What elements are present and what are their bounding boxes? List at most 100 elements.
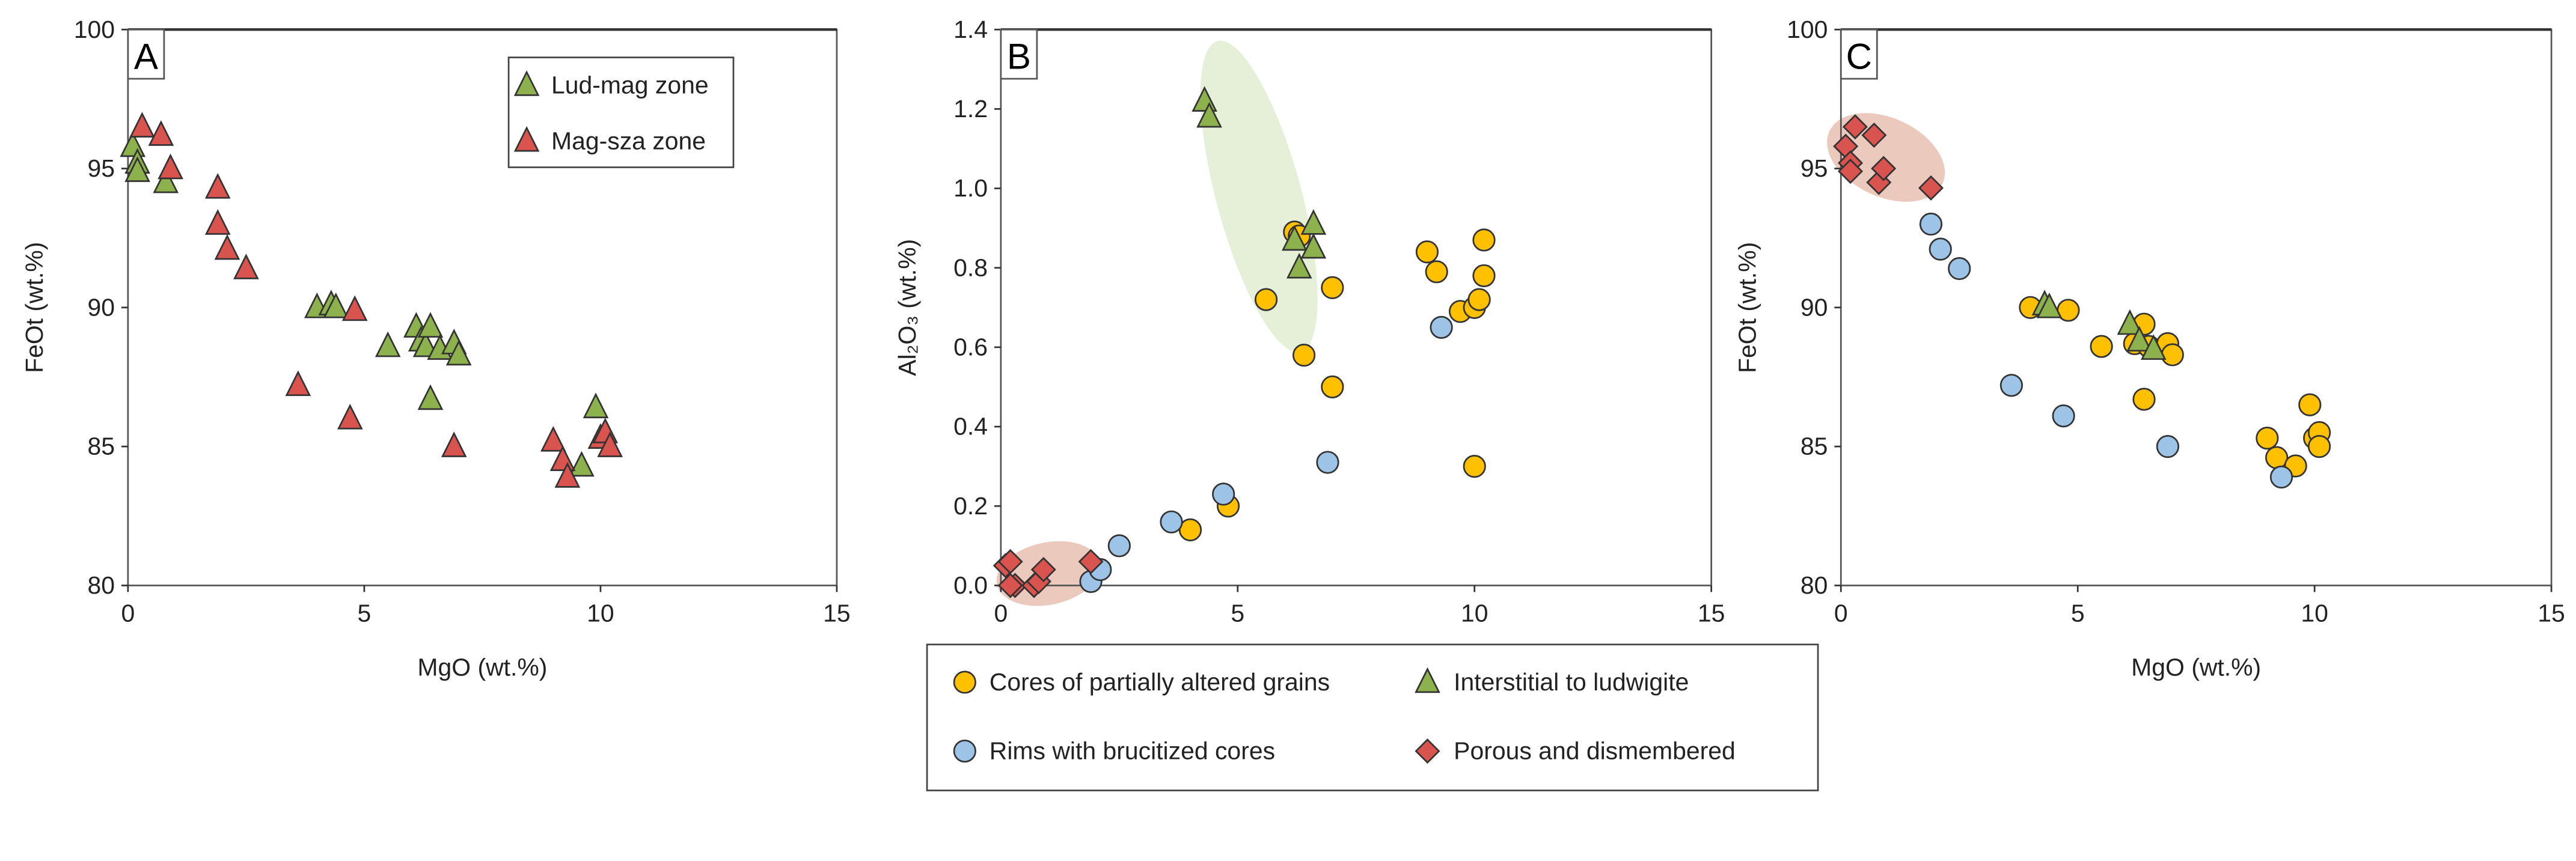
x-tick-label: 15 <box>1698 599 1725 627</box>
point-cores-of-partially-altered-grains <box>2161 343 2184 367</box>
point-mag-sza-zone <box>441 431 467 457</box>
point-porous-and-dismembered <box>1861 122 1887 148</box>
point-cores-of-partially-altered-grains <box>2307 435 2331 458</box>
point-cores-of-partially-altered-grains <box>2256 427 2279 450</box>
point-porous-and-dismembered <box>1871 156 1897 181</box>
point-mag-sza-zone <box>554 462 581 488</box>
porous-field <box>1827 113 1945 202</box>
point-mag-sza-zone <box>204 172 231 199</box>
point-lud-mag-zone <box>417 312 444 338</box>
panel-B: 0.00.20.40.60.81.01.21.4051015MgO (wt.%)… <box>893 16 1725 681</box>
point-mag-sza-zone <box>204 209 231 235</box>
point-lud-mag-zone <box>323 292 349 318</box>
point-cores-of-partially-altered-grains <box>1472 264 1496 288</box>
point-cores-of-partially-altered-grains <box>1472 228 1496 252</box>
legend-interstitial-label: Interstitial to ludwigite <box>1454 668 1689 696</box>
point-mag-sza-zone <box>285 370 311 397</box>
legend-porous-label: Porous and dismembered <box>1454 737 1736 765</box>
point-mag-sza-zone <box>233 254 259 279</box>
y-tick-label: 90 <box>88 293 115 321</box>
legend-interstitial-marker <box>1415 667 1440 693</box>
panel-letter: A <box>134 37 158 77</box>
y-tick-label: 95 <box>88 154 115 182</box>
point-cores-of-partially-altered-grains <box>1321 375 1344 399</box>
x-axis-title: MgO (wt.%) <box>417 654 547 681</box>
point-mag-sza-zone <box>129 112 155 138</box>
y-tick-label: 0.4 <box>953 413 988 440</box>
panel-letter-box <box>127 28 165 80</box>
point-interstitial-to-ludwigite <box>2140 334 2167 360</box>
x-tick-label: 15 <box>823 599 851 627</box>
x-tick-label: 10 <box>587 599 614 627</box>
point-porous-and-dismembered <box>1030 556 1056 583</box>
x-tick-label: 0 <box>1834 599 1848 627</box>
point-rims-with-brucitized-cores <box>1999 374 2024 397</box>
y-tick-label: 1.0 <box>953 174 988 202</box>
point-cores-of-partially-altered-grains <box>1463 455 1486 478</box>
point-rims-with-brucitized-cores <box>1160 510 1183 534</box>
y-tick-label: 85 <box>1800 433 1828 460</box>
legend-cores-marker <box>953 671 976 694</box>
y-tick-label: 95 <box>1800 154 1828 182</box>
point-mag-sza-zone <box>597 431 623 457</box>
point-porous-and-dismembered <box>1918 175 1944 201</box>
point-interstitial-to-ludwigite <box>2117 309 2143 335</box>
legend-rims-marker <box>953 739 976 763</box>
y-tick-label: 0.8 <box>953 254 988 281</box>
point-mag-sza-zone <box>214 234 240 260</box>
point-rims-with-brucitized-cores <box>1107 534 1131 558</box>
x-tick-label: 10 <box>1461 599 1488 627</box>
point-interstitial-to-ludwigite <box>1282 225 1308 251</box>
point-rims-with-brucitized-cores <box>1919 212 1943 236</box>
y-tick-label: 80 <box>1800 571 1828 599</box>
point-cores-of-partially-altered-grains <box>1292 344 1316 367</box>
point-interstitial-to-ludwigite <box>1300 233 1327 259</box>
legend-label: Mag-sza zone <box>551 127 706 154</box>
point-cores-of-partially-altered-grains <box>1425 260 1448 284</box>
point-rims-with-brucitized-cores <box>1430 315 1453 339</box>
y-axis-title: Al₂O₃ (wt.%) <box>893 239 921 376</box>
y-tick-label: 0.2 <box>953 492 988 520</box>
point-lud-mag-zone <box>375 331 401 357</box>
y-tick-label: 100 <box>1787 16 1828 43</box>
legend-marker-mag_sza <box>513 126 540 152</box>
y-tick-label: 1.2 <box>953 95 988 123</box>
legend-cores-label: Cores of partially altered grains <box>990 668 1330 696</box>
point-cores-of-partially-altered-grains <box>1415 240 1439 264</box>
point-lud-mag-zone <box>412 331 439 357</box>
plot-frame <box>1000 28 1713 586</box>
legend-label: Lud-mag zone <box>551 71 709 99</box>
point-rims-with-brucitized-cores <box>1948 257 1971 281</box>
y-tick-label: 85 <box>88 433 115 460</box>
legend-porous-marker <box>1415 738 1440 764</box>
point-rims-with-brucitized-cores <box>1929 237 1952 261</box>
x-axis-title: MgO (wt.%) <box>2131 654 2261 681</box>
panel-letter: B <box>1007 37 1031 77</box>
point-cores-of-partially-altered-grains <box>1178 518 1202 542</box>
point-rims-with-brucitized-cores <box>2156 435 2180 458</box>
point-cores-of-partially-altered-grains <box>1321 276 1344 299</box>
x-tick-label: 5 <box>2071 599 2085 627</box>
point-cores-of-partially-altered-grains <box>1467 288 1491 311</box>
x-tick-label: 0 <box>121 599 135 627</box>
point-interstitial-to-ludwigite <box>2036 292 2063 318</box>
point-rims-with-brucitized-cores <box>2269 465 2293 489</box>
point-cores-of-partially-altered-grains <box>2090 335 2113 358</box>
panel-letter-box <box>1000 28 1038 80</box>
point-lud-mag-zone <box>153 167 179 193</box>
point-lud-mag-zone <box>569 451 595 477</box>
y-axis-title: FeOt (wt.%) <box>20 242 48 373</box>
point-porous-and-dismembered <box>997 573 1023 598</box>
panel-letter-box <box>1840 28 1878 80</box>
legend-marker-lud_mag <box>513 70 540 96</box>
y-axis-title: FeOt (wt.%) <box>1733 242 1761 373</box>
point-porous-and-dismembered <box>1842 114 1868 140</box>
point-interstitial-to-ludwigite <box>1196 102 1222 128</box>
point-mag-sza-zone <box>540 425 566 452</box>
point-cores-of-partially-altered-grains <box>1254 288 1278 311</box>
point-mag-sza-zone <box>148 120 174 146</box>
point-mag-sza-zone <box>158 153 183 180</box>
y-tick-label: 90 <box>1800 293 1828 321</box>
point-porous-and-dismembered <box>1078 549 1104 574</box>
point-lud-mag-zone <box>417 384 444 410</box>
